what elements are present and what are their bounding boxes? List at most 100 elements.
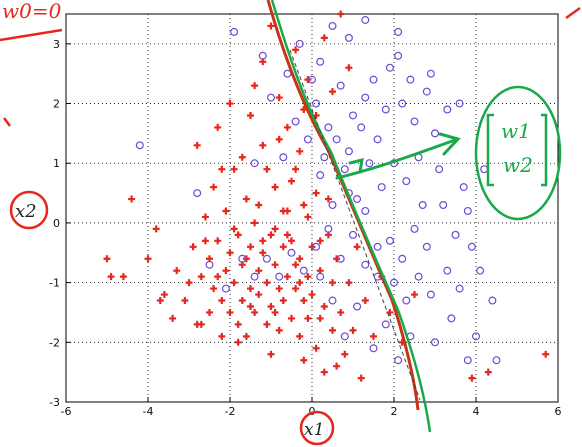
blue-circle-point	[361, 260, 370, 269]
red-plus-point	[226, 308, 234, 316]
red-plus-point	[259, 237, 267, 245]
red-plus-point	[271, 183, 279, 191]
blue-circle-point	[340, 165, 349, 174]
blue-circle-point	[373, 135, 382, 144]
blue-circle-point	[328, 201, 337, 210]
x-tick-label: 4	[473, 405, 480, 418]
blue-circle-point	[398, 99, 407, 108]
red-plus-point	[316, 237, 324, 245]
blue-circle-point	[230, 27, 239, 36]
blue-circle-point	[463, 206, 472, 215]
blue-circle-point	[349, 230, 358, 239]
blue-circle-point	[344, 33, 353, 42]
y-tick-label: -1	[49, 277, 60, 290]
weight-vector-bracket	[474, 85, 562, 221]
red-plus-point	[271, 308, 279, 316]
blue-circle-point	[135, 141, 144, 150]
data-points	[103, 10, 550, 382]
blue-circle-point	[447, 314, 456, 323]
red-plus-point	[173, 267, 181, 275]
red-plus-point	[152, 225, 160, 233]
red-plus-point	[275, 94, 283, 102]
weight-component-1: w1	[501, 119, 531, 143]
red-plus-point	[357, 374, 365, 382]
blue-circle-point	[205, 260, 214, 269]
y-tick-label: -3	[49, 396, 60, 409]
y-tick-label: 3	[53, 38, 60, 51]
red-plus-point	[271, 225, 279, 233]
red-plus-point	[353, 243, 361, 251]
blue-circle-point	[250, 159, 259, 168]
blue-circle-point	[308, 75, 317, 84]
red-plus-point	[316, 314, 324, 322]
blue-circle-point	[357, 123, 366, 132]
red-plus-point	[296, 255, 304, 263]
red-plus-point	[185, 279, 193, 287]
blue-circle-point	[467, 242, 476, 251]
blue-circle-point	[390, 278, 399, 287]
red-plus-point	[226, 100, 234, 108]
blue-circle-point	[451, 230, 460, 239]
blue-circle-point	[394, 51, 403, 60]
dashed-boundary	[289, 49, 421, 401]
red-plus-point	[312, 344, 320, 352]
blue-circle-point	[349, 111, 358, 120]
red-plus-point	[210, 285, 218, 293]
red-plus-point	[320, 34, 328, 42]
red-plus-point	[341, 350, 349, 358]
blue-circle-point	[328, 21, 337, 30]
blue-circle-point	[377, 183, 386, 192]
blue-circle-point	[316, 272, 325, 281]
red-plus-point	[300, 297, 308, 305]
blue-circle-point	[299, 266, 308, 275]
red-plus-point	[247, 285, 254, 293]
x-tick-label: 2	[391, 405, 398, 418]
blue-circle-point	[455, 99, 464, 108]
red-plus-point	[333, 362, 341, 370]
blue-circle-point	[328, 296, 337, 305]
blue-circle-point	[426, 69, 435, 78]
red-plus-point	[255, 201, 263, 209]
red-plus-point	[263, 320, 271, 328]
blue-circle-point	[332, 135, 341, 144]
xlabel-circle	[299, 410, 335, 446]
red-plus-point	[218, 165, 226, 173]
red-plus-point	[247, 243, 254, 251]
blue-circle-point	[402, 296, 411, 305]
blue-circle-point	[324, 123, 333, 132]
red-plus-point	[349, 326, 357, 334]
red-plus-point	[238, 297, 246, 305]
y-tick-label: -2	[49, 336, 60, 349]
red-plus-point	[263, 165, 271, 173]
red-plus-point	[333, 255, 341, 263]
red-plus-point	[320, 368, 328, 376]
blue-circle-point	[303, 135, 312, 144]
blue-circle-point	[369, 344, 378, 353]
red-plus-point	[234, 320, 242, 328]
red-plus-point	[288, 314, 295, 322]
decision-boundary-green	[270, 0, 432, 433]
red-plus-point	[214, 237, 222, 245]
blue-circle-point	[258, 51, 267, 60]
weight-component-2: w2	[503, 153, 533, 177]
blue-circle-point	[426, 290, 435, 299]
red-plus-point	[214, 273, 222, 281]
red-plus-point	[201, 237, 209, 245]
red-plus-point	[230, 225, 238, 233]
red-plus-point	[267, 231, 275, 239]
red-plus-point	[292, 46, 300, 54]
red-plus-point	[329, 326, 336, 334]
red-plus-point	[312, 189, 320, 197]
red-plus-point	[222, 267, 230, 275]
red-plus-point	[251, 219, 259, 227]
red-plus-point	[296, 147, 304, 155]
red-plus-point	[292, 285, 300, 293]
margin-tick	[3, 117, 11, 127]
blue-circle-point	[262, 254, 271, 263]
blue-circle-point	[492, 356, 501, 365]
red-plus-point	[119, 273, 127, 281]
red-plus-point	[169, 314, 177, 322]
red-plus-point	[411, 291, 418, 299]
blue-circle-point	[291, 117, 300, 126]
blue-circle-point	[275, 272, 284, 281]
